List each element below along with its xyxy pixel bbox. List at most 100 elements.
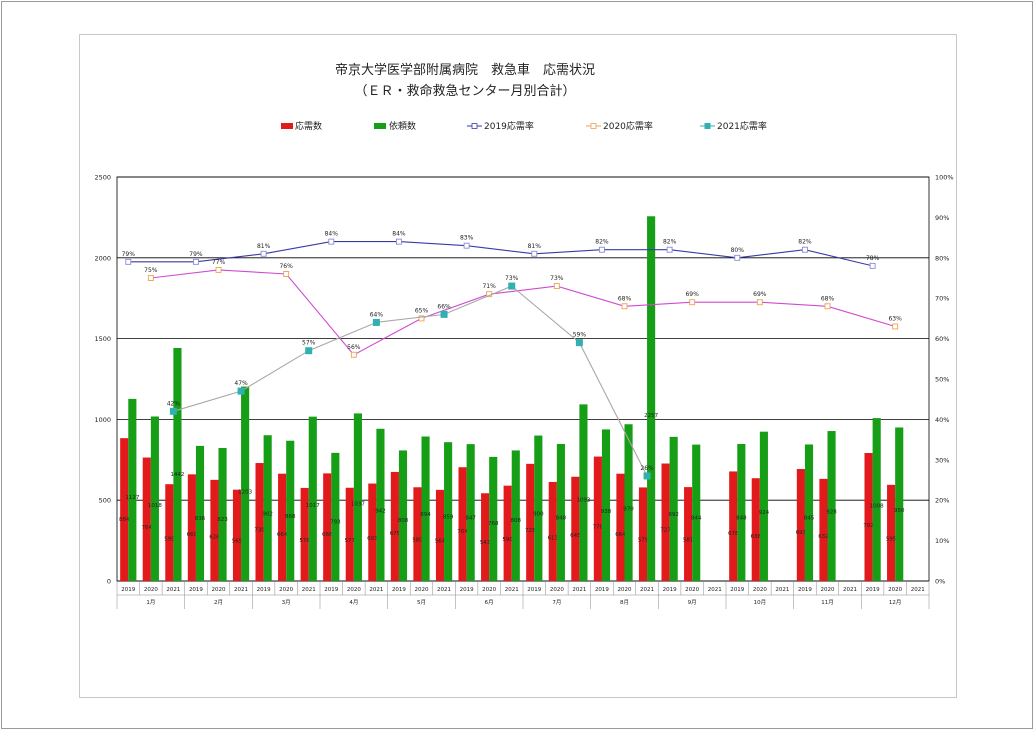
bar-response bbox=[165, 484, 174, 581]
rate-label-2019: 82% bbox=[798, 239, 812, 246]
y-right-tick-label: 100% bbox=[935, 174, 954, 182]
x-tick-year: 2021 bbox=[775, 587, 789, 593]
bar-request bbox=[872, 418, 881, 581]
bar-request bbox=[511, 450, 520, 581]
bar-label-response: 693 bbox=[796, 530, 807, 536]
bar-label-response: 603 bbox=[367, 536, 378, 542]
bar-response bbox=[278, 473, 287, 581]
bar-label-response: 581 bbox=[683, 538, 694, 544]
bar-request bbox=[601, 429, 611, 581]
y-left-tick-label: 2000 bbox=[94, 254, 111, 262]
bar-label-request: 1008 bbox=[870, 504, 884, 510]
bar-label-request: 845 bbox=[804, 516, 815, 522]
bar-label-request: 1018 bbox=[148, 503, 162, 509]
rate-marker-2021 bbox=[508, 282, 516, 290]
rate-marker-2020 bbox=[147, 275, 154, 281]
x-tick-year: 2019 bbox=[798, 587, 812, 593]
bar-request bbox=[308, 416, 317, 581]
bar-request bbox=[444, 442, 453, 581]
rate-marker-2019 bbox=[734, 254, 741, 261]
bar-request bbox=[466, 444, 475, 581]
bar-label-request: 928 bbox=[826, 510, 837, 516]
y-right-tick-label: 50% bbox=[935, 376, 949, 384]
rate-label-2021: 59% bbox=[573, 332, 587, 339]
bar-response bbox=[300, 487, 309, 581]
rate-marker-2021 bbox=[237, 387, 245, 395]
x-tick-year: 2020 bbox=[550, 587, 564, 593]
bar-label-request: 1442 bbox=[170, 472, 184, 478]
bar-request bbox=[489, 456, 498, 581]
rate-label-2021: 66% bbox=[437, 303, 451, 310]
x-tick-month: 2月 bbox=[214, 599, 223, 606]
rate-label-2020: 69% bbox=[685, 291, 699, 298]
rate-label-2019: 83% bbox=[460, 235, 474, 242]
x-tick-year: 2019 bbox=[257, 587, 271, 593]
bar-label-request: 823 bbox=[217, 517, 228, 523]
bar-request bbox=[173, 347, 182, 581]
bar-label-response: 577 bbox=[345, 538, 356, 544]
bar-label-request: 844 bbox=[691, 516, 702, 522]
rate-line-2021 bbox=[173, 285, 648, 477]
bar-label-request: 970 bbox=[623, 506, 634, 512]
bar-label-response: 770 bbox=[593, 525, 604, 531]
bar-label-response: 595 bbox=[886, 537, 897, 543]
bar-label-request: 902 bbox=[262, 511, 273, 517]
bar-label-response: 590 bbox=[502, 537, 513, 543]
rate-label-2019: 79% bbox=[189, 251, 203, 258]
bar-request bbox=[353, 413, 362, 581]
bar-label-response: 727 bbox=[660, 528, 671, 534]
rate-marker-2020 bbox=[283, 271, 290, 277]
bar-label-request: 1093 bbox=[576, 498, 590, 504]
bar-label-response: 666 bbox=[322, 532, 333, 538]
bar-label-response: 576 bbox=[299, 538, 310, 544]
bar-response bbox=[323, 473, 332, 581]
x-tick-year: 2020 bbox=[279, 587, 293, 593]
rate-label-2019: 81% bbox=[257, 243, 271, 250]
bar-label-request: 836 bbox=[195, 516, 206, 522]
bar-request bbox=[128, 398, 137, 581]
rate-marker-2019 bbox=[192, 258, 199, 265]
x-tick-month: 8月 bbox=[620, 599, 629, 606]
bar-label-request: 942 bbox=[375, 508, 386, 514]
bar-label-request: 808 bbox=[398, 518, 409, 524]
bar-label-request: 859 bbox=[443, 515, 454, 521]
bar-label-request: 1127 bbox=[125, 495, 139, 501]
bar-label-response: 660 bbox=[187, 532, 198, 538]
rate-label-2020: 71% bbox=[482, 283, 496, 290]
bar-label-response: 704 bbox=[457, 529, 468, 535]
bar-request bbox=[218, 448, 227, 581]
bar-response bbox=[413, 487, 422, 581]
bar-label-response: 884 bbox=[119, 517, 130, 523]
x-tick-year: 2021 bbox=[437, 587, 451, 593]
rate-label-2019: 81% bbox=[528, 243, 542, 250]
bar-label-request: 950 bbox=[894, 508, 905, 514]
x-tick-month: 7月 bbox=[552, 599, 561, 606]
bar-response bbox=[638, 487, 648, 581]
rate-marker-2020 bbox=[689, 299, 696, 306]
rate-label-2020: 77% bbox=[212, 259, 226, 266]
legend: 応需数 依頼数 2019応需率 2020応需率 2021応需率 bbox=[281, 120, 767, 132]
x-tick-year: 2019 bbox=[392, 587, 406, 593]
x-tick-year: 2019 bbox=[866, 587, 880, 593]
x-tick-year: 2020 bbox=[347, 587, 361, 593]
bar-label-response: 543 bbox=[480, 540, 491, 546]
y-right-tick-label: 20% bbox=[935, 497, 949, 505]
bar-response bbox=[232, 489, 242, 581]
x-tick-year: 2020 bbox=[144, 587, 158, 593]
bar-label-request: 768 bbox=[488, 521, 499, 527]
rate-marker-2020 bbox=[553, 283, 560, 290]
y-right-tick-label: 90% bbox=[935, 214, 949, 222]
bar-request bbox=[421, 436, 430, 581]
plot-area: 0 500 1000 1500 2000 2500 0% 10% 20% 30% 40% 50% 60%… bbox=[94, 174, 954, 609]
y-right-tick-label: 60% bbox=[935, 335, 949, 343]
bar-request bbox=[737, 443, 746, 581]
bar-response bbox=[187, 474, 196, 581]
x-tick-year: 2021 bbox=[505, 587, 519, 593]
rate-label-2020: 68% bbox=[618, 295, 632, 302]
bar-request bbox=[398, 450, 408, 581]
bar-response bbox=[120, 438, 129, 581]
bar-request bbox=[263, 435, 272, 581]
x-tick-month: 1月 bbox=[146, 599, 155, 606]
legend-swatch-request bbox=[374, 123, 386, 129]
x-tick-year: 2020 bbox=[415, 587, 429, 593]
